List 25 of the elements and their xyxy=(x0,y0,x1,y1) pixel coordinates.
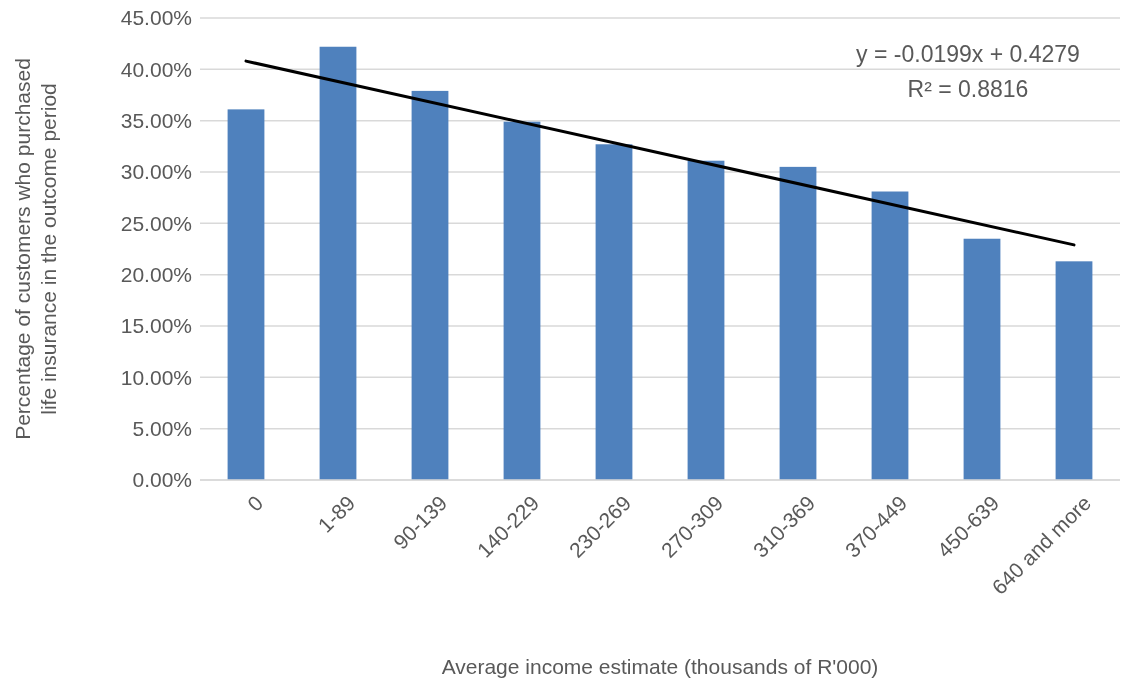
bar xyxy=(871,191,909,480)
x-tick-label: 0 xyxy=(242,490,268,516)
bar xyxy=(779,166,817,480)
y-axis-title: Percentage of customers who purchased life insurance in the outcome period xyxy=(11,58,60,440)
bar xyxy=(227,109,265,480)
y-tick-label: 0.00% xyxy=(132,468,192,492)
bar xyxy=(595,144,633,480)
bar xyxy=(963,238,1001,480)
annotation: y = -0.0199x + 0.4279 xyxy=(856,41,1080,67)
y-tick-label: 30.00% xyxy=(120,160,192,184)
y-tick-label: 35.00% xyxy=(120,109,192,133)
bar xyxy=(1055,261,1093,480)
y-tick-label: 25.00% xyxy=(120,211,192,235)
y-tick-label: 45.00% xyxy=(120,6,192,30)
y-tick-label: 5.00% xyxy=(132,417,192,441)
annotation: R² = 0.8816 xyxy=(907,76,1029,102)
x-axis-title: Average income estimate (thousands of R'000) xyxy=(441,655,879,678)
bar xyxy=(319,46,357,480)
bar xyxy=(687,160,725,480)
y-tick-label: 40.00% xyxy=(120,57,192,81)
y-tick-label: 20.00% xyxy=(120,263,192,287)
bar xyxy=(411,90,449,480)
y-tick-label: 15.00% xyxy=(120,314,192,338)
bar xyxy=(503,121,541,480)
y-tick-label: 10.00% xyxy=(120,365,192,389)
